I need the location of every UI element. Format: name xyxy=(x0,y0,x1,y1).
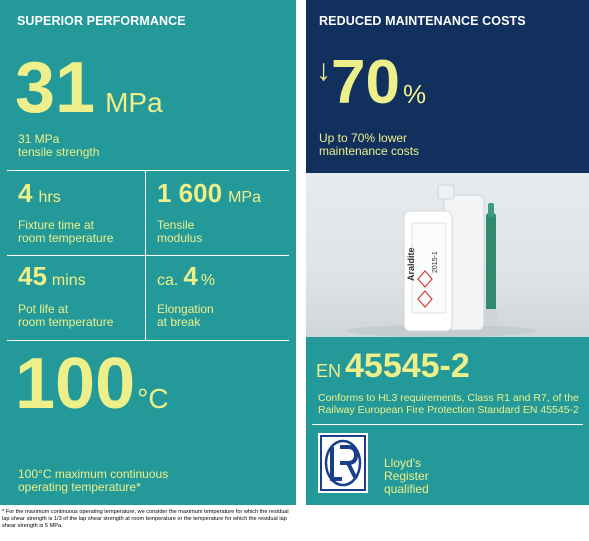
divider xyxy=(7,170,289,171)
standard-description: Conforms to HL3 requirements, Class R1 a… xyxy=(318,392,579,416)
tensile-modulus-label: Tensile modulus xyxy=(157,218,203,245)
performance-header: SUPERIOR PERFORMANCE xyxy=(17,14,186,28)
standard-value: EN 45545-2 xyxy=(316,347,470,385)
performance-panel: SUPERIOR PERFORMANCE 31 MPa 31 MPa tensil… xyxy=(0,0,296,505)
cartridge-illustration xyxy=(346,184,536,337)
maintenance-header: REDUCED MAINTENANCE COSTS xyxy=(319,14,526,28)
tensile-strength-label: 31 MPa tensile strength xyxy=(18,132,100,159)
elongation-label: Elongation at break xyxy=(157,302,214,329)
pot-life-value: 45 mins xyxy=(18,261,86,291)
arrow-down-icon: ↓ xyxy=(316,54,331,87)
pot-life-label: Pot life at room temperature xyxy=(18,302,114,329)
lr-logo-icon xyxy=(320,435,366,491)
product-brand: Araldite xyxy=(406,247,416,281)
lloyds-register-logo xyxy=(318,433,368,493)
product-code: 2015-1 xyxy=(432,251,439,273)
tensile-strength-value: 31 MPa xyxy=(15,48,163,128)
divider xyxy=(7,255,289,256)
maintenance-reduction-label: Up to 70% lower maintenance costs xyxy=(319,131,420,158)
tensile-modulus-value: 1 600 MPa xyxy=(157,178,261,208)
fixture-time-value: 4 hrs xyxy=(18,178,61,208)
divider xyxy=(7,340,289,341)
elongation-value: ca. 4% xyxy=(157,261,216,291)
product-photo: Araldite 2015-1 xyxy=(306,173,589,337)
temperature-value: 100°C xyxy=(15,344,169,424)
maintenance-panel: REDUCED MAINTENANCE COSTS ↓70% Up to 70%… xyxy=(306,0,589,173)
footnote: * For the maximum continuous operating t… xyxy=(2,509,289,529)
certification-panel: EN 45545-2 Conforms to HL3 requirements, … xyxy=(306,337,589,505)
fixture-time-label: Fixture time at room temperature xyxy=(18,218,114,245)
lloyds-register-label: Lloyd's Register qualified xyxy=(384,456,429,496)
divider xyxy=(312,424,583,425)
maintenance-reduction-value: ↓70% xyxy=(316,48,427,117)
temperature-label: 100°C maximum continuous operating tempe… xyxy=(18,467,169,494)
